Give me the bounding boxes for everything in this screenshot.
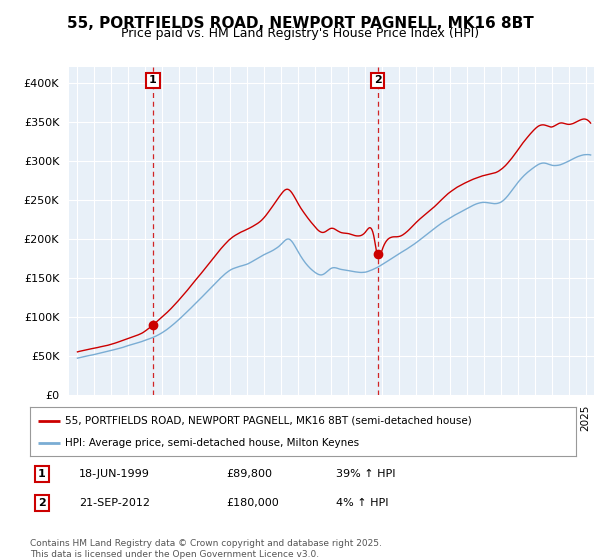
Text: 39% ↑ HPI: 39% ↑ HPI [336, 469, 395, 479]
Text: 21-SEP-2012: 21-SEP-2012 [79, 498, 150, 508]
Text: 55, PORTFIELDS ROAD, NEWPORT PAGNELL, MK16 8BT (semi-detached house): 55, PORTFIELDS ROAD, NEWPORT PAGNELL, MK… [65, 416, 472, 426]
Text: Contains HM Land Registry data © Crown copyright and database right 2025.
This d: Contains HM Land Registry data © Crown c… [30, 539, 382, 559]
Text: £89,800: £89,800 [227, 469, 272, 479]
Text: 1: 1 [38, 469, 46, 479]
Text: 55, PORTFIELDS ROAD, NEWPORT PAGNELL, MK16 8BT: 55, PORTFIELDS ROAD, NEWPORT PAGNELL, MK… [67, 16, 533, 31]
Text: 2: 2 [374, 75, 382, 85]
Text: 2: 2 [38, 498, 46, 508]
Text: 4% ↑ HPI: 4% ↑ HPI [336, 498, 388, 508]
Text: HPI: Average price, semi-detached house, Milton Keynes: HPI: Average price, semi-detached house,… [65, 437, 359, 447]
Text: 1: 1 [149, 75, 157, 85]
Text: Price paid vs. HM Land Registry's House Price Index (HPI): Price paid vs. HM Land Registry's House … [121, 27, 479, 40]
Text: 18-JUN-1999: 18-JUN-1999 [79, 469, 150, 479]
Text: £180,000: £180,000 [227, 498, 280, 508]
